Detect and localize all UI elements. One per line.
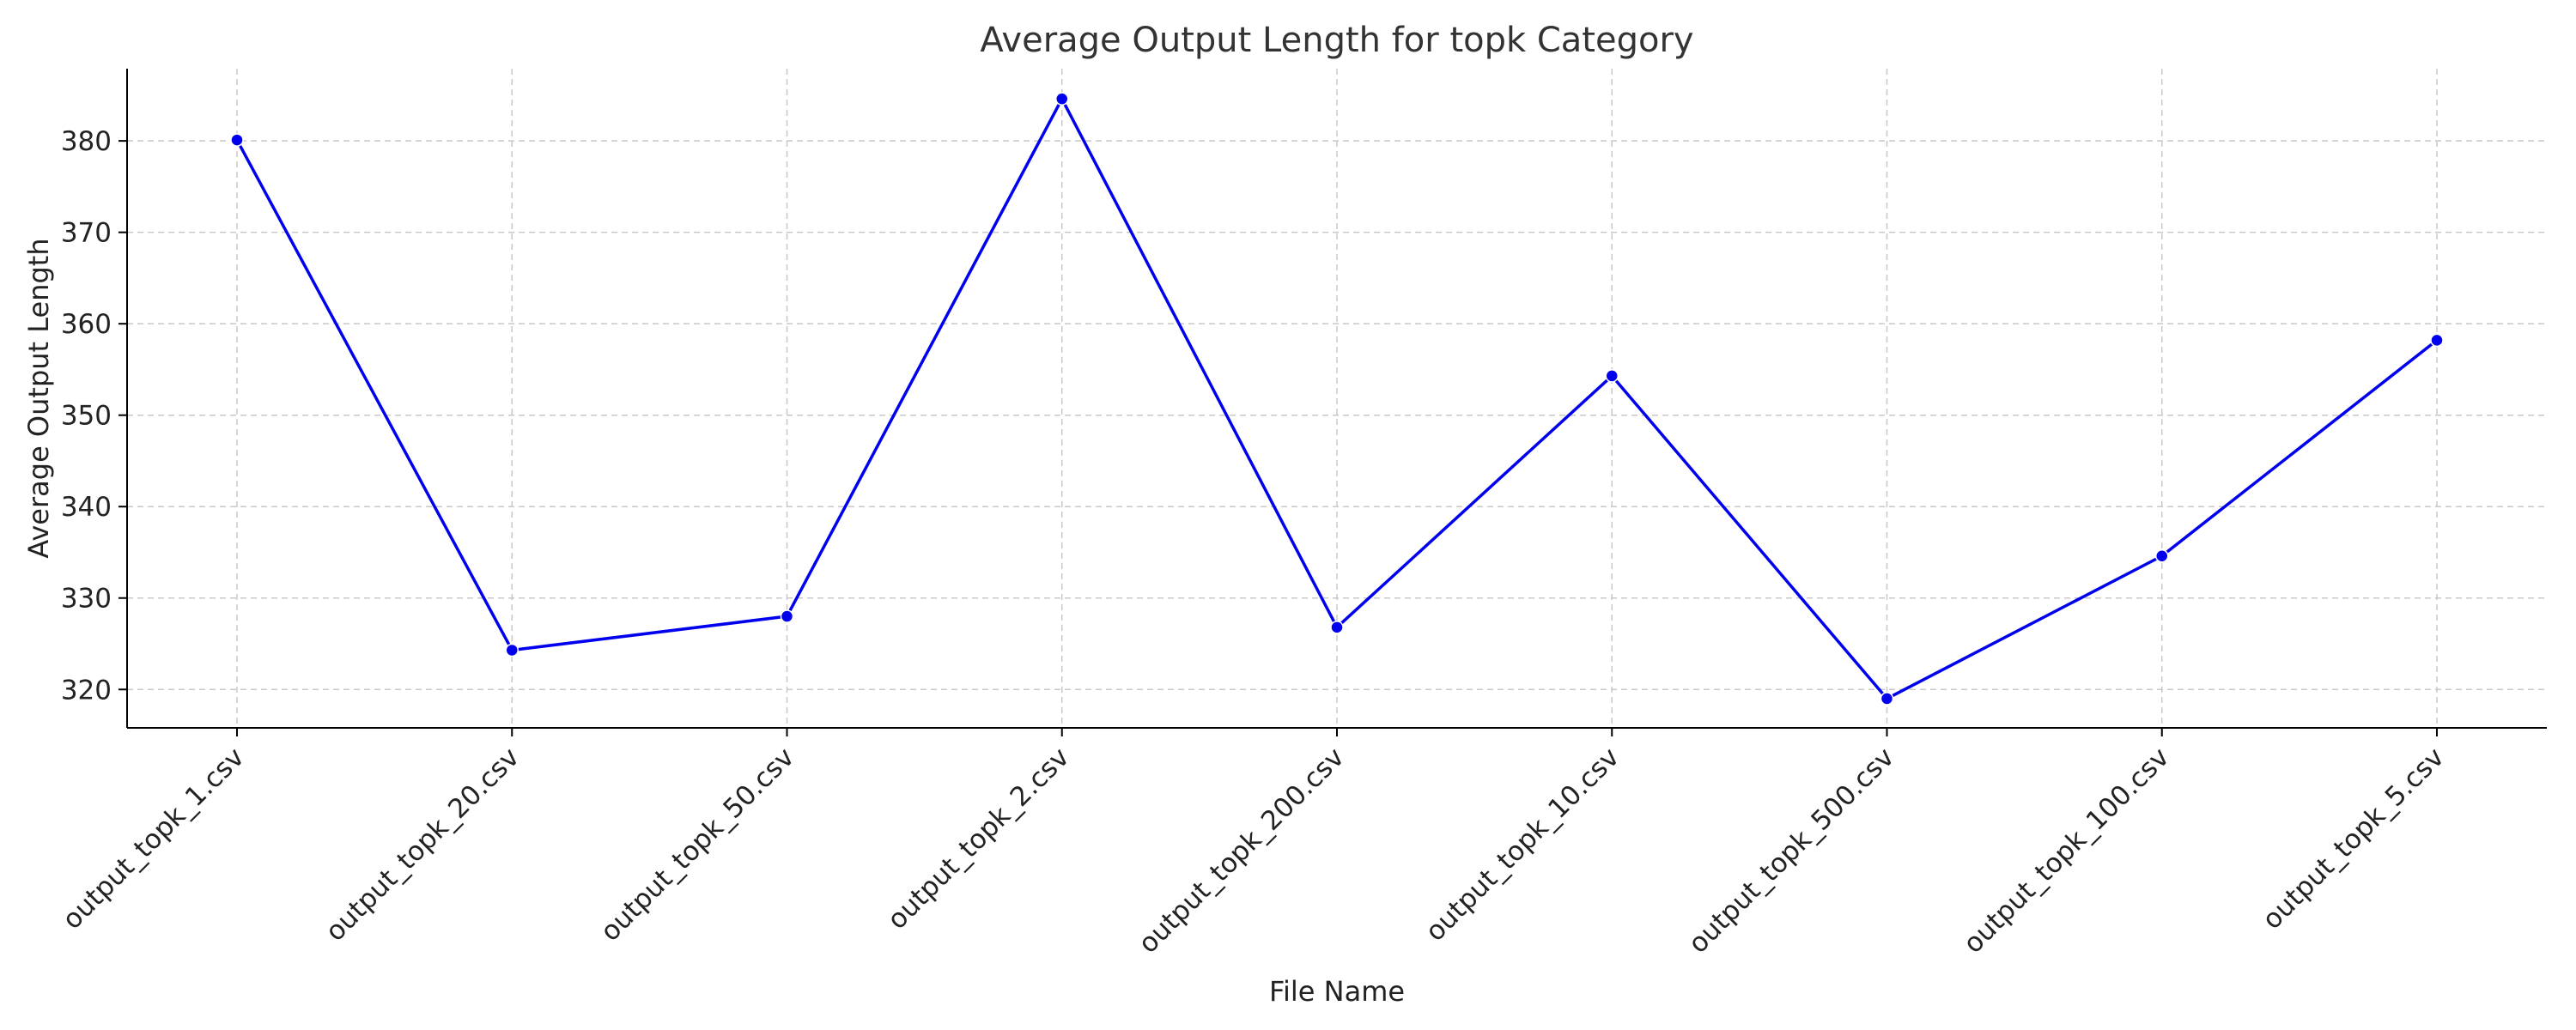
x-tick-label: output_topk_2.csv	[882, 742, 1076, 936]
data-point	[1055, 92, 1069, 106]
y-tick-label: 380	[61, 126, 112, 157]
y-axis-ticks: 320 330 340 350 360 370 380	[61, 126, 127, 706]
data-point	[2430, 333, 2444, 348]
x-tick-label: output_topk_50.csv	[595, 742, 801, 948]
x-tick-label: output_topk_5.csv	[2257, 742, 2451, 936]
x-axis-label: File Name	[1269, 975, 1405, 1008]
x-tick-label: output_topk_500.csv	[1683, 742, 1901, 960]
data-point	[780, 609, 794, 623]
data-point	[1605, 369, 1619, 383]
y-tick-label: 360	[61, 309, 112, 340]
series	[230, 92, 2444, 706]
x-axis-ticks: output_topk_1.csv output_topk_20.csv outpu…	[57, 728, 2451, 960]
y-tick-label: 330	[61, 584, 112, 615]
data-point	[505, 643, 519, 657]
grid	[127, 69, 2547, 728]
x-tick-label: output_topk_200.csv	[1133, 742, 1351, 960]
data-point	[230, 133, 244, 147]
x-tick-label: output_topk_100.csv	[1958, 742, 2176, 960]
data-point	[1330, 621, 1344, 634]
y-tick-label: 370	[61, 218, 112, 249]
y-axis-label: Average Output Length	[22, 238, 55, 558]
y-tick-label: 320	[61, 675, 112, 706]
x-tick-label: output_topk_1.csv	[57, 742, 251, 936]
x-tick-label: output_topk_10.csv	[1419, 742, 1625, 948]
chart-title: Average Output Length for topk Category	[980, 21, 1693, 60]
y-tick-label: 350	[61, 401, 112, 432]
data-point	[1880, 692, 1894, 706]
data-point	[2155, 548, 2169, 563]
y-tick-label: 340	[61, 492, 112, 523]
x-tick-label: output_topk_20.csv	[319, 742, 526, 948]
